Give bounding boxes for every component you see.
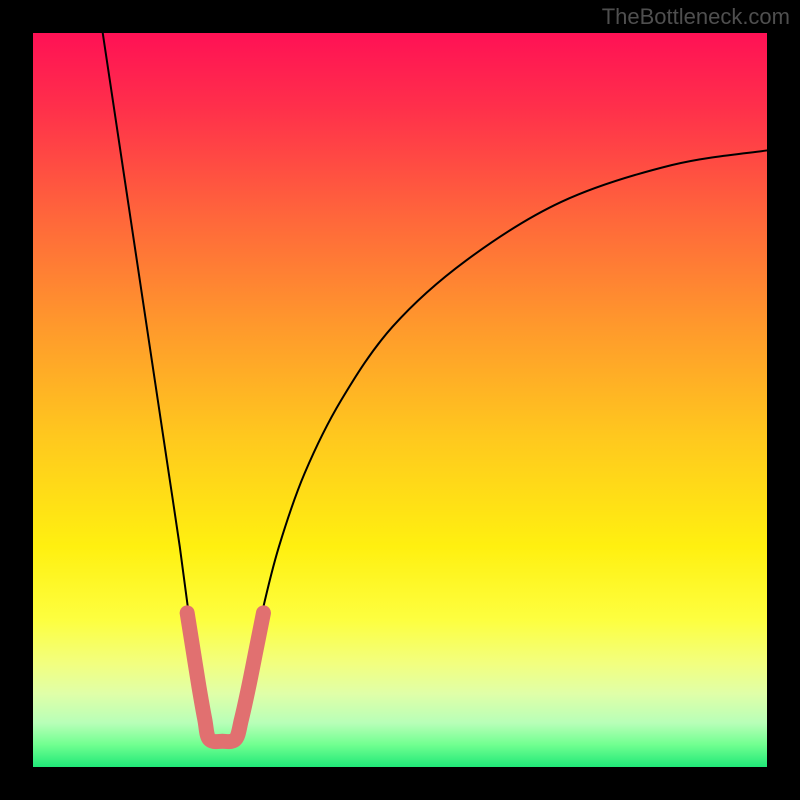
chart-gradient-background bbox=[33, 33, 767, 767]
chart-root: TheBottleneck.com bbox=[0, 0, 800, 800]
watermark-text: TheBottleneck.com bbox=[602, 4, 790, 30]
bottleneck-chart-svg bbox=[0, 0, 800, 800]
